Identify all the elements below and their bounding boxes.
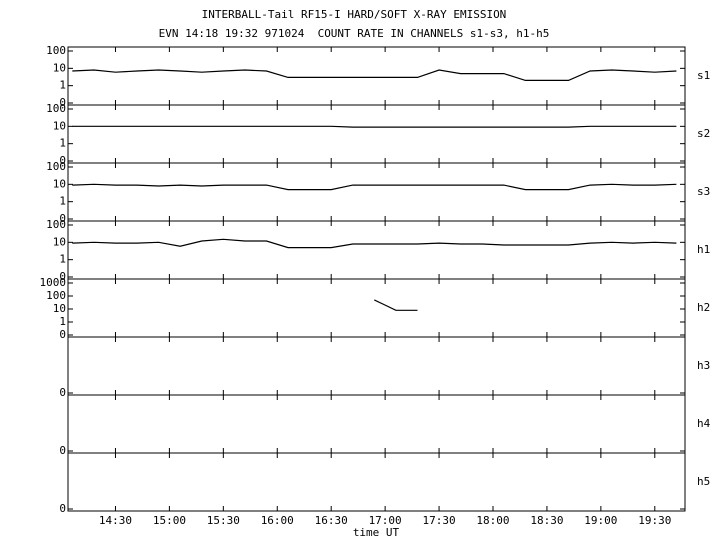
panel-frame bbox=[67, 162, 686, 222]
x-tick-label: 15:00 bbox=[153, 514, 186, 527]
x-tick-label: 18:00 bbox=[476, 514, 509, 527]
trace bbox=[72, 183, 677, 191]
x-tick-label: 19:00 bbox=[584, 514, 617, 527]
y-tick-label: 0 bbox=[59, 270, 66, 283]
y-tick-label: 1 bbox=[59, 137, 66, 150]
panel-frame bbox=[67, 394, 686, 454]
y-tick-label: 1 bbox=[59, 253, 66, 266]
x-tick-label: 16:30 bbox=[315, 514, 348, 527]
y-tick-label: 100 bbox=[46, 44, 66, 57]
y-tick-label: 10 bbox=[53, 119, 66, 132]
panel-frame bbox=[67, 220, 686, 280]
x-tick-label: 14:30 bbox=[99, 514, 132, 527]
panel-label: h5 bbox=[697, 475, 710, 488]
trace bbox=[72, 69, 677, 81]
trace bbox=[374, 299, 418, 311]
y-tick-label: 1 bbox=[59, 195, 66, 208]
y-tick-label: 100 bbox=[46, 102, 66, 115]
x-tick-label: 15:30 bbox=[207, 514, 240, 527]
panel-frame bbox=[67, 46, 686, 106]
y-tick-label: 1 bbox=[59, 79, 66, 92]
panel-label: s3 bbox=[697, 185, 710, 198]
y-tick-label: 10 bbox=[53, 61, 66, 74]
panel-label: s2 bbox=[697, 127, 710, 140]
y-tick-label: 1 bbox=[59, 315, 66, 328]
panel-frame bbox=[67, 336, 686, 396]
panel-label: h3 bbox=[697, 359, 710, 372]
y-tick-label: 0 bbox=[59, 444, 66, 457]
y-tick-label: 100 bbox=[46, 160, 66, 173]
x-tick-label: 17:00 bbox=[369, 514, 402, 527]
panel-frame bbox=[67, 278, 686, 338]
trace bbox=[72, 238, 677, 249]
x-tick-label: 17:30 bbox=[423, 514, 456, 527]
y-tick-label: 10 bbox=[53, 235, 66, 248]
chart-title: INTERBALL-Tail RF15-I HARD/SOFT X-RAY EM… bbox=[202, 8, 507, 21]
panel-frame bbox=[67, 104, 686, 164]
y-tick-label: 100 bbox=[46, 289, 66, 302]
x-tick-label: 19:30 bbox=[638, 514, 671, 527]
y-tick-label: 1000 bbox=[40, 276, 67, 289]
y-tick-label: 0 bbox=[59, 154, 66, 167]
panel-label: h4 bbox=[697, 417, 711, 430]
y-tick-label: 10 bbox=[53, 177, 66, 190]
y-tick-label: 0 bbox=[59, 212, 66, 225]
panel-label: h1 bbox=[697, 243, 710, 256]
y-tick-label: 0 bbox=[59, 386, 66, 399]
trace bbox=[72, 125, 677, 128]
y-tick-label: 0 bbox=[59, 96, 66, 109]
x-axis-label: time UT bbox=[353, 526, 400, 539]
y-tick-label: 0 bbox=[59, 328, 66, 341]
x-tick-label: 18:30 bbox=[530, 514, 563, 527]
panel-label: h2 bbox=[697, 301, 710, 314]
chart-subtitle: EVN 14:18 19:32 971024 COUNT RATE IN CHA… bbox=[159, 27, 550, 40]
y-tick-label: 100 bbox=[46, 218, 66, 231]
panel-label: s1 bbox=[697, 69, 710, 82]
panel-frame bbox=[67, 452, 686, 512]
x-tick-label: 16:00 bbox=[261, 514, 294, 527]
y-tick-label: 10 bbox=[53, 302, 66, 315]
y-tick-label: 0 bbox=[59, 502, 66, 515]
